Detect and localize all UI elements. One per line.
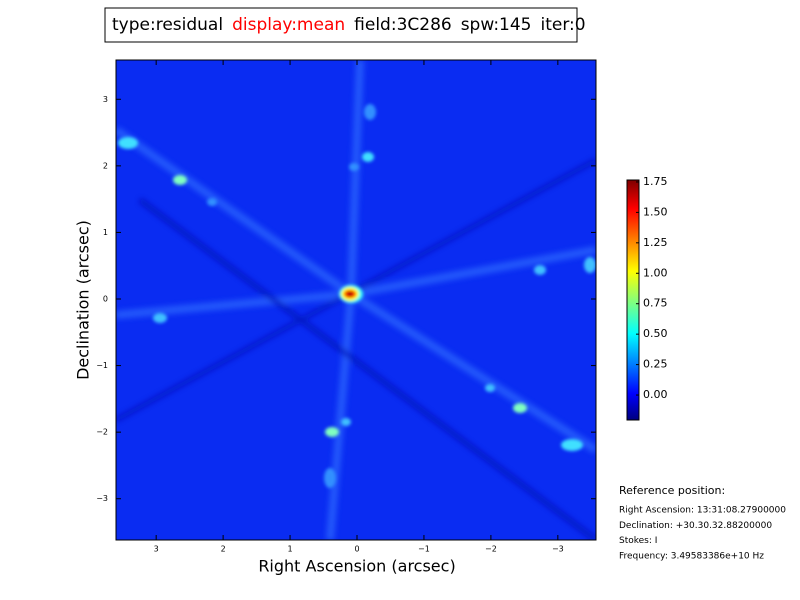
x-tick-label: 0	[354, 545, 359, 554]
colorbar-tick-label: 0.50	[643, 327, 668, 340]
x-tick-label: −1	[418, 545, 430, 554]
title-part: iter:0	[541, 15, 586, 35]
y-tick-label: −3	[96, 494, 108, 503]
x-tick-label: −3	[552, 545, 564, 554]
annotation-line: Declination: +30.30.32.88200000	[619, 521, 772, 531]
y-axis-label: Declination (arcsec)	[74, 220, 93, 380]
y-tick-label: −1	[96, 361, 108, 370]
title: type:residual display:mean field:3C286 spw:…	[112, 15, 586, 35]
y-tick-label: 0	[103, 295, 108, 304]
colorbar-tick-label: 1.25	[643, 236, 668, 249]
x-tick-label: 3	[154, 545, 159, 554]
x-tick-label: −2	[485, 545, 497, 554]
colorbar-tick-label: 0.00	[643, 388, 668, 401]
title-part: type:residual	[112, 15, 223, 35]
y-tick-label: −2	[96, 428, 108, 437]
x-tick-label: 2	[221, 545, 226, 554]
y-tick-label: 1	[103, 228, 108, 237]
title-text: type:residual display:mean field:3C286 spw:…	[112, 15, 586, 35]
title-part: display:mean	[232, 15, 345, 35]
annotation-line: Right Ascension: 13:31:08.27900000	[619, 506, 786, 516]
y-tick-label: 3	[103, 95, 108, 104]
plot-frame	[115, 59, 597, 541]
annotation-line: Frequency: 3.49583386e+10 Hz	[619, 551, 764, 561]
title-box	[104, 7, 578, 43]
x-tick-label: 1	[288, 545, 293, 554]
image	[116, 60, 596, 540]
y-tick-label: 2	[103, 161, 108, 170]
annotation-line: Stokes: I	[619, 536, 657, 546]
colorbar-tick-label: 0.75	[643, 297, 668, 310]
title-part: field:3C286	[354, 15, 452, 35]
colorbar-tick-label: 0.25	[643, 358, 668, 371]
annotation-heading: Reference position:	[619, 484, 725, 497]
colorbar	[626, 179, 640, 421]
x-axis-label: Right Ascension (arcsec)	[258, 557, 455, 576]
colorbar-tick-label: 1.75	[643, 175, 668, 188]
colorbar-tick-label: 1.50	[643, 205, 668, 218]
colorbar-tick-label: 1.00	[643, 266, 668, 279]
title-part: spw:145	[461, 15, 532, 35]
